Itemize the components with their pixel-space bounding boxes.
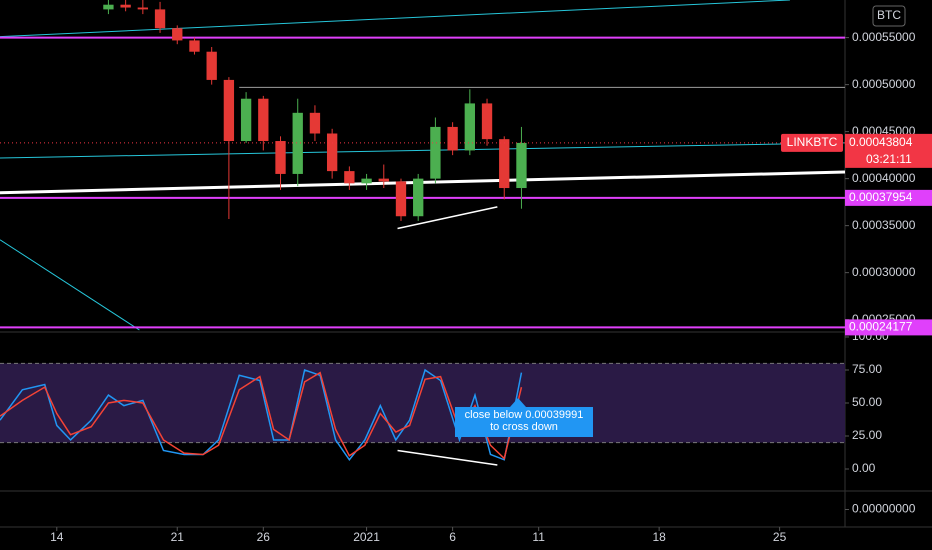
- candle-body: [223, 79, 235, 142]
- x-tick-label: 14: [50, 530, 64, 544]
- candle-body: [481, 103, 493, 140]
- candle-body: [292, 112, 303, 174]
- candle-body: [430, 126, 441, 179]
- candle-body: [413, 178, 424, 217]
- candle-body: [326, 133, 338, 172]
- price-label-box: [845, 189, 932, 206]
- callout: [455, 398, 593, 437]
- candle-body: [464, 103, 475, 151]
- y-tick-label: 75.00: [852, 362, 882, 376]
- oscillator-band: [0, 363, 845, 443]
- y-tick-label: 0.00: [852, 461, 876, 475]
- candle-body: [344, 171, 355, 184]
- countdown: 03:21:11: [866, 152, 912, 166]
- currency: BTC: [877, 8, 901, 22]
- trend-line: [0, 142, 846, 159]
- y-tick-label: 0.00050000: [852, 77, 916, 91]
- y-tick-label: 0.00000000: [852, 502, 916, 516]
- candle-body: [499, 139, 510, 189]
- candle-body: [447, 126, 458, 151]
- oscillator-line: [0, 368, 523, 462]
- candle-body: [206, 51, 217, 80]
- candle-body: [103, 4, 114, 10]
- last-price-label: 0.00043804: [849, 135, 913, 149]
- trend-line: [0, 239, 140, 331]
- candle-body: [189, 40, 200, 52]
- x-tick-label: 25: [773, 530, 787, 544]
- candle-body: [361, 178, 372, 184]
- x-tick-label: 11: [532, 530, 545, 544]
- candle-body: [240, 98, 252, 142]
- y-tick-label: 0.00040000: [852, 171, 916, 185]
- y-tick-label: 0.00035000: [852, 218, 916, 232]
- y-tick-label: 0.00030000: [852, 265, 916, 279]
- candle-body: [172, 28, 183, 41]
- candle-body: [258, 98, 269, 142]
- trend-line: [397, 206, 498, 230]
- candle-body: [120, 4, 131, 8]
- candle-body: [516, 142, 527, 189]
- price-label: 0.00024177: [849, 320, 913, 334]
- candle-body: [154, 9, 166, 29]
- candle-body: [137, 7, 149, 10]
- candle-body: [309, 112, 321, 134]
- price-label-box: [845, 319, 932, 336]
- x-tick-label: 18: [652, 530, 666, 544]
- last-price-box: [845, 133, 932, 168]
- symbol-box: [781, 133, 843, 152]
- oscillator-line: [0, 371, 523, 460]
- y-tick-label: 25.00: [852, 428, 882, 442]
- annotation: close below 0.00039991: [465, 409, 584, 421]
- candle-body: [395, 181, 407, 217]
- x-tick-label: 6: [449, 530, 456, 544]
- annotation: to cross down: [490, 421, 558, 433]
- currency-box[interactable]: [872, 5, 906, 27]
- candle-body: [275, 141, 286, 174]
- x-tick-label: 2021: [353, 530, 380, 544]
- candle-body: [378, 178, 389, 182]
- divergence-line: [397, 449, 498, 466]
- trend-line: [0, 0, 790, 38]
- x-tick-label: 26: [257, 530, 271, 544]
- y-tick-label: 0.00055000: [852, 30, 916, 44]
- x-tick-label: 21: [171, 530, 185, 544]
- symbol-label: LINKBTC: [787, 135, 838, 149]
- price-label: 0.00037954: [849, 190, 913, 204]
- y-tick-label: 50.00: [852, 395, 882, 409]
